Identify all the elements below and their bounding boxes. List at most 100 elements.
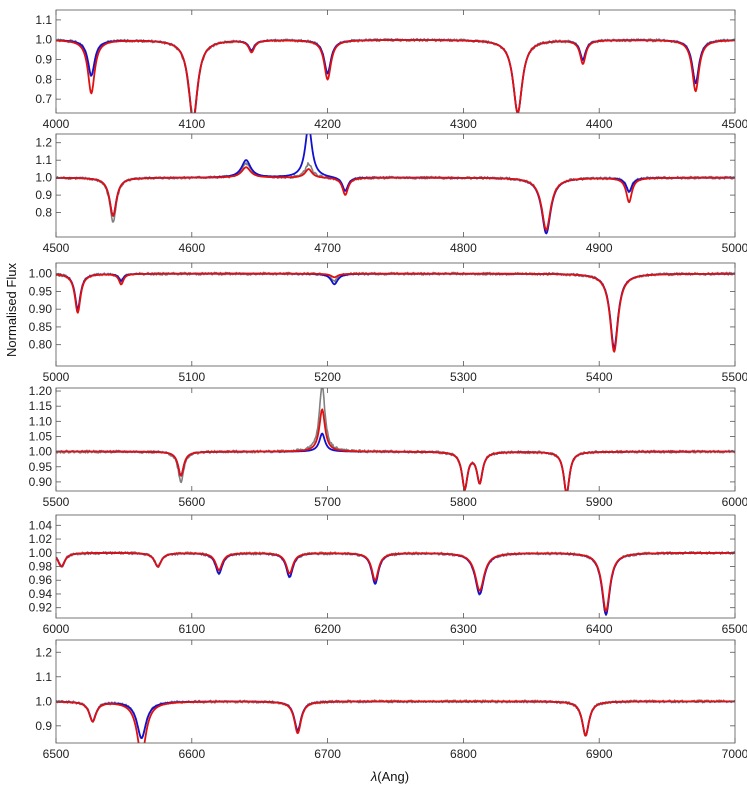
x-axis-title-symbol: λ [370,769,377,784]
y-tick-label: 0.95 [29,284,53,298]
series-line-model_blue [56,134,735,235]
y-tick-label: 0.98 [29,560,53,574]
y-tick-label: 1.05 [29,429,53,443]
x-tick-label: 5300 [450,370,477,384]
x-tick-label: 5100 [178,370,205,384]
panel-4: 5500 5600 5700 5800 5900 6000 0.900.951.00 1.05… [29,384,747,509]
x-tick-label: 4700 [314,241,341,255]
y-tick-label: 0.96 [29,573,53,587]
y-tick-label: 1.04 [29,518,53,532]
x-tick-label: 4400 [586,117,613,131]
x-tick-label: 5500 [43,495,70,509]
x-tick-label: 6700 [314,747,341,761]
x-tick-label: 4600 [178,241,205,255]
y-tick-label: 0.95 [29,460,53,474]
x-axis-title: λ(Ang) [370,769,409,784]
x-tick-label: 5900 [586,495,613,509]
series-line-model_red [56,700,735,743]
x-tick-label: 6600 [178,747,205,761]
y-axis-title: Normalised Flux [4,263,19,357]
panel-plot-area [56,388,735,491]
y-tick-label: 0.90 [29,302,53,316]
x-tick-label: 4300 [450,117,477,131]
panel-frame [55,133,736,238]
y-tick-label: 0.7 [35,92,52,106]
y-tick-label: 0.8 [35,72,52,86]
panel-3: 5000 5100 5200 5300 5400 5500 0.80 0.85 0.90 0.95… [29,262,747,384]
y-tick-label: 1.0 [35,171,52,185]
panel-plot-area [56,699,735,743]
y-tick-label: 1.2 [35,136,52,150]
x-tick-label: 5600 [178,495,205,509]
y-tick-label: 1.15 [29,399,53,413]
x-tick-label: 6800 [450,747,477,761]
x-tick-label: 6400 [586,622,613,636]
y-tick-label: 1.02 [29,532,53,546]
series-line-observed [56,388,735,491]
series-line-model_red [56,408,735,491]
panel-plot-area [56,38,735,113]
x-axis-title-unit: (Ang) [377,769,409,784]
panel-plot-area [56,134,735,235]
y-tick-label: 1.0 [35,33,52,47]
series-line-model_blue [56,39,735,113]
y-tick-label: 1.1 [35,670,52,684]
series-line-model_red [56,166,735,231]
panel-plot-area [56,550,735,616]
series-line-model_red [56,272,735,353]
y-tick-label: 0.80 [29,338,53,352]
x-tick-label: 6200 [314,622,341,636]
x-tick-label: 6100 [178,622,205,636]
x-tick-label: 5700 [314,495,341,509]
y-tick-label: 1.1 [35,13,52,27]
y-tick-label: 0.9 [35,188,52,202]
panel-frame [55,639,736,744]
x-tick-label: 5000 [43,370,70,384]
series-line-observed [56,550,735,616]
x-tick-label: 7000 [722,747,747,761]
y-tick-label: 1.00 [29,546,53,560]
x-tick-label: 6500 [722,622,747,636]
x-tick-label: 6500 [43,747,70,761]
y-tick-label: 0.8 [35,206,52,220]
series-line-observed [56,271,735,349]
panel-6: 6500 6600 6700 6800 6900 7000 0.9 1.0 1.1 1.2 [35,639,747,761]
x-tick-label: 6300 [450,622,477,636]
x-tick-label: 5400 [586,370,613,384]
y-tick-label: 1.2 [35,645,52,659]
y-tick-label: 0.9 [35,719,52,733]
x-tick-label: 5200 [314,370,341,384]
y-tick-label: 0.9 [35,53,52,67]
series-line-observed [56,38,735,113]
series-line-model_blue [56,432,735,491]
x-tick-label: 4500 [43,241,70,255]
y-tick-label: 0.94 [29,587,53,601]
y-tick-label: 0.90 [29,475,53,489]
x-tick-label: 5500 [722,370,747,384]
x-tick-label: 4000 [43,117,70,131]
panels-group: 4000 4100 4200 4300 4400 45000.70.80.91.01.14… [29,9,747,761]
y-tick-label: 1.00 [29,267,53,281]
panel-1: 4000 4100 4200 4300 4400 4500 0.7 0.8 0.9 1.0 1.1 [35,9,747,131]
y-tick-label: 0.92 [29,601,53,615]
y-tick-label: 1.20 [29,384,53,398]
series-line-model_red [56,551,735,613]
y-tick-label: 1.1 [35,153,52,167]
x-tick-label: 4500 [722,117,747,131]
x-tick-label: 4200 [314,117,341,131]
x-tick-label: 5800 [450,495,477,509]
series-line-model_blue [56,272,735,350]
x-tick-label: 6000 [43,622,70,636]
panel-2: 4500 4600 4700 4800 4900 5000 0.8 0.9 1.0 1.1 1.2 [35,133,747,255]
x-tick-label: 4100 [178,117,205,131]
x-tick-label: 6900 [586,747,613,761]
panel-frame [55,9,736,114]
panel-frame [55,387,736,492]
series-line-model_red [56,39,735,113]
y-tick-label: 0.85 [29,320,53,334]
panel-frame [55,262,736,367]
y-tick-label: 1.10 [29,414,53,428]
y-tick-label: 1.00 [29,445,53,459]
panel-plot-area [56,271,735,353]
